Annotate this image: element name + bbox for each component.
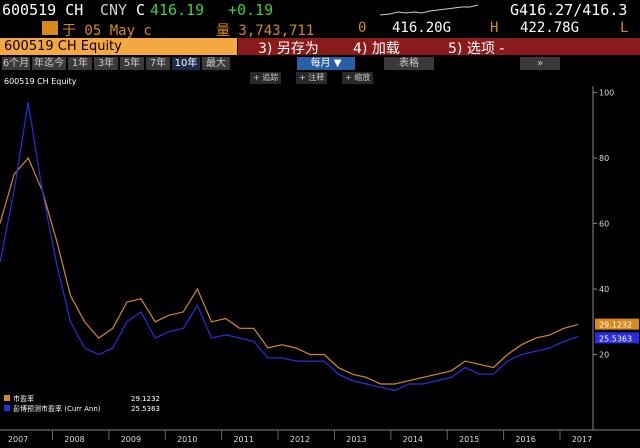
x-tick-label: 2012 [290,435,310,444]
range-tab[interactable]: 3年 [94,57,118,70]
plot-bg [0,70,640,448]
legend-value: 29.1232 [131,395,160,403]
range-tab[interactable]: 7年 [146,57,170,70]
legend-label: 彭博预测市盈率 (Curr Ann) [13,404,101,413]
end-label-box [595,318,639,330]
flag: C [136,1,146,19]
y-tick-label: 100 [599,89,614,98]
range-tab[interactable]: 年迄今 [32,57,66,70]
chart-tool[interactable]: + 追踪 [250,72,282,84]
action-button[interactable]: 4) 加载 [353,41,400,57]
sparkline [379,4,479,16]
low-flag: L [620,20,629,36]
high-flag: H [490,20,499,36]
range-tab[interactable]: 5年 [120,57,144,70]
range-tab[interactable]: 最大 [202,57,230,70]
legend-value: 25.5363 [131,405,160,413]
security[interactable]: 600519 CH Equity [4,39,122,54]
series-line [0,102,579,392]
y-tick-label: 80 [599,154,609,163]
range-tab[interactable]: 1年 [68,57,92,70]
ticker: 600519 CH [2,1,84,19]
open: 416.20G [392,20,452,36]
change: +0.19 [228,1,274,19]
series-line [0,156,579,385]
currency: CNY [100,1,128,19]
table-tab[interactable]: 表格 [384,57,434,70]
y-tick-label: 40 [599,285,609,294]
range-tab[interactable]: 6个月 [2,57,30,70]
quote-date: 于 05 May c [62,23,152,39]
y-tick-label: 60 [599,220,609,229]
x-tick-label: 2017 [572,435,592,444]
y-tick-label: 20 [599,351,609,360]
x-tick-label: 2011 [233,435,253,444]
volume: 量 3,743,711 [216,23,315,39]
end-value-label: 29.1232 [599,321,632,330]
bid-ask: G416.27/416.3 [510,1,628,19]
open-flag: 0 [358,20,367,36]
security-bar [0,38,237,55]
more-button[interactable]: » [520,57,560,70]
chart-title: 600519 CH Equity [4,77,77,86]
x-tick-label: 2014 [403,435,423,444]
range-tab[interactable]: 10年 [172,57,200,70]
legend-swatch [4,405,10,411]
legend-swatch [4,395,10,401]
chart-tool[interactable]: + 缩放 [342,72,374,84]
x-tick-label: 2010 [177,435,197,444]
x-tick-label: 2008 [64,435,84,444]
x-tick-label: 2009 [121,435,141,444]
frequency-dropdown[interactable]: 每月 ▼ [297,57,355,70]
end-label-box [595,332,639,344]
action-button[interactable]: 3) 另存为 [258,41,319,57]
legend-label: 市盈率 [13,394,34,403]
high: 422.78G [520,20,580,36]
price: 416.19 [150,1,205,19]
chart-tool[interactable]: + 注释 [296,72,328,84]
x-tick-label: 2016 [515,435,535,444]
x-tick-label: 2015 [459,435,479,444]
icon [42,21,58,35]
x-tick-label: 2007 [8,435,28,444]
end-value-label: 25.5363 [599,334,632,343]
action-bar [238,38,640,55]
x-tick-label: 2013 [346,435,366,444]
action-button[interactable]: 5) 选项 - [448,41,505,57]
